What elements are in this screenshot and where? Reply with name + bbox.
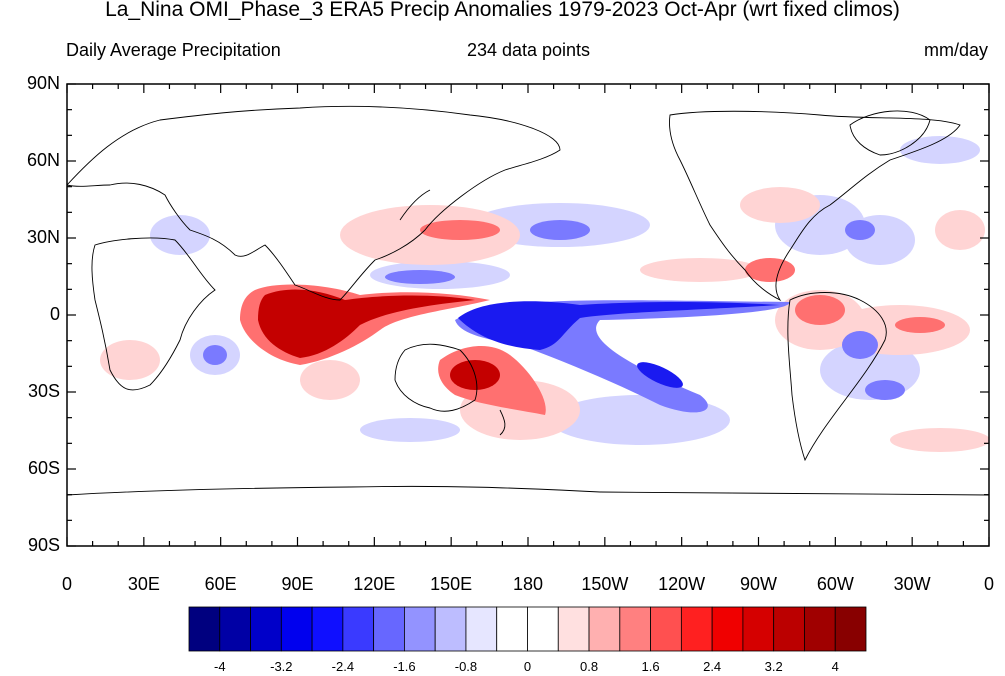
- colorbar-cell: [804, 606, 836, 652]
- lat-label: 0: [49, 304, 60, 324]
- coast-south-america: [787, 292, 887, 462]
- lon-label: 150W: [581, 574, 629, 594]
- lat-label: 30S: [27, 381, 60, 401]
- colorbar-cell: [619, 606, 651, 652]
- lon-label: 60E: [204, 574, 237, 594]
- colorbar-label: -3.2: [270, 659, 293, 674]
- colorbar-label: 3.2: [764, 659, 783, 674]
- lat-label: 30N: [26, 227, 60, 247]
- colorbar-cell: [404, 606, 436, 652]
- lon-label: 120W: [658, 574, 706, 594]
- colorbar-cell: [742, 606, 775, 652]
- coast-antarctica: [67, 485, 989, 496]
- lon-label: 120E: [353, 574, 396, 594]
- coastlines: [67, 105, 989, 496]
- lon-label: 30W: [893, 574, 931, 594]
- strong-negative-areas: [458, 301, 780, 388]
- variable-label: Daily Average Precipitation: [66, 40, 281, 60]
- lon-label: 0: [983, 574, 995, 594]
- colorbar-label: -4: [213, 659, 226, 674]
- lon-label: 90W: [739, 574, 778, 594]
- lat-label: 60N: [26, 150, 60, 170]
- colorbar-cell: [311, 606, 344, 652]
- colorbar-label: -2.4: [331, 659, 355, 674]
- data-points-label: 234 data points: [466, 40, 591, 60]
- colorbar-cell: [711, 606, 744, 652]
- colorbar-label: 4: [831, 659, 839, 674]
- colorbar-cell: [588, 606, 621, 652]
- lon-label: 180: [512, 574, 544, 594]
- lon-label: 30E: [127, 574, 160, 594]
- lat-label: 60S: [27, 458, 60, 478]
- colorbar-cell: [773, 606, 805, 652]
- colorbar-cell: [557, 606, 590, 652]
- coast-australia: [394, 343, 478, 412]
- colorbar-label: 0.8: [579, 659, 599, 674]
- colorbar-cell: [188, 606, 221, 652]
- lat-label: 90N: [26, 73, 60, 93]
- coast-new-zealand: [499, 409, 506, 436]
- coast-north-america: [669, 110, 961, 302]
- colorbar-cell: [280, 606, 313, 652]
- lon-label: 60W: [816, 574, 854, 594]
- units-label: mm/day: [923, 40, 988, 60]
- colorbar-label: 0: [523, 659, 532, 674]
- colorbar-cell: [650, 606, 682, 652]
- colorbar-cell: [496, 606, 528, 652]
- lat-label: 90S: [27, 535, 60, 555]
- colorbar-label: 1.6: [641, 659, 660, 674]
- lon-label: 0: [61, 574, 73, 594]
- colorbar-cell: [250, 606, 282, 652]
- colorbar-cell: [680, 606, 713, 652]
- colorbar-cell: [342, 606, 375, 652]
- coast-eurasia: [67, 105, 561, 301]
- colorbar-cell: [373, 606, 405, 652]
- axis-ticks: [66, 83, 990, 547]
- lon-label: 150E: [430, 574, 473, 594]
- lon-label: 90E: [281, 574, 314, 594]
- colorbar-cell: [527, 606, 559, 652]
- coast-africa: [91, 237, 216, 391]
- coast-japan: [399, 189, 431, 221]
- colorbar-cell: [465, 606, 498, 652]
- colorbar-cell: [219, 606, 251, 652]
- colorbar-label: -0.8: [454, 659, 478, 674]
- colorbar-label: -1.6: [393, 659, 416, 674]
- colorbar-label: 2.4: [703, 659, 722, 674]
- coast-greenland: [849, 110, 931, 156]
- map-title: La_Nina OMI_Phase_3 ERA5 Precip Anomalie…: [105, 0, 900, 21]
- anomaly-fields: [100, 136, 989, 452]
- colorbar-cell: [834, 606, 867, 652]
- colorbar-cell: [434, 606, 467, 652]
